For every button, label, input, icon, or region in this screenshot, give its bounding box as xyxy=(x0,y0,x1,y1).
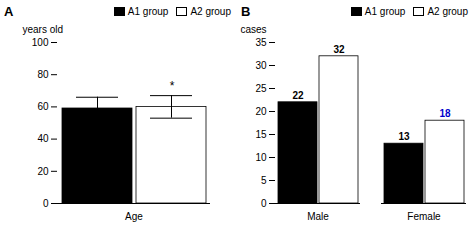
svg-text:22: 22 xyxy=(292,90,304,101)
svg-text:15: 15 xyxy=(255,129,267,140)
html-text:A2 group: A2 group xyxy=(427,5,468,17)
svg-text:0: 0 xyxy=(261,198,267,209)
svg-text:100: 100 xyxy=(32,37,49,48)
html-text:A1 group: A1 group xyxy=(364,5,406,17)
svg-text:18: 18 xyxy=(439,108,451,119)
svg-text:Female: Female xyxy=(407,211,441,222)
svg-text:5: 5 xyxy=(261,175,267,186)
svg-text:20: 20 xyxy=(255,106,267,117)
svg-text:Age: Age xyxy=(125,211,143,222)
html-text:B: B xyxy=(241,3,251,19)
svg-text:*: * xyxy=(169,79,174,93)
svg-text:Male: Male xyxy=(307,211,329,222)
svg-text:40: 40 xyxy=(37,133,49,144)
svg-text:80: 80 xyxy=(37,69,49,80)
svg-text:cases: cases xyxy=(241,24,267,35)
svg-text:years old: years old xyxy=(23,24,64,35)
svg-text:32: 32 xyxy=(333,44,345,55)
svg-text:13: 13 xyxy=(398,131,410,142)
html-text:A2 group: A2 group xyxy=(190,5,231,17)
svg-text:25: 25 xyxy=(255,83,267,94)
svg-text:60: 60 xyxy=(37,101,49,112)
html-text:A1 group: A1 group xyxy=(127,5,169,17)
svg-text:30: 30 xyxy=(255,60,267,71)
svg-text:0: 0 xyxy=(43,198,49,209)
svg-text:35: 35 xyxy=(255,37,267,48)
svg-text:20: 20 xyxy=(37,166,49,177)
svg-text:10: 10 xyxy=(255,152,267,163)
html-text:A: A xyxy=(4,3,14,19)
